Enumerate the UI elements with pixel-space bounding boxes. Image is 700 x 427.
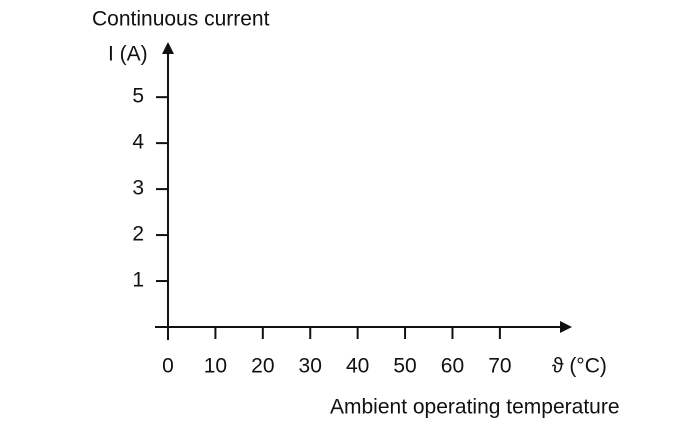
chart-title: Continuous current — [92, 8, 270, 31]
x-tick-label: 70 — [488, 355, 511, 378]
x-tick-label: 40 — [346, 355, 369, 378]
y-tick-label: 4 — [132, 131, 144, 154]
y-axis-label: I (A) — [108, 43, 148, 66]
x-axis-title: Ambient operating temperature — [330, 396, 620, 419]
x-tick-label: 60 — [441, 355, 464, 378]
y-tick-label: 3 — [132, 177, 144, 200]
x-axis-arrow — [560, 321, 572, 333]
x-tick-label: 50 — [393, 355, 416, 378]
y-tick-label: 1 — [132, 269, 144, 292]
y-tick-label: 2 — [132, 223, 144, 246]
x-tick-label: 10 — [204, 355, 227, 378]
x-axis-label: ϑ (°C) — [552, 355, 607, 378]
y-axis-arrow — [162, 42, 174, 54]
y-tick-label: 5 — [132, 85, 144, 108]
x-tick-label: 20 — [251, 355, 274, 378]
x-tick-label: 30 — [299, 355, 322, 378]
x-tick-label: 0 — [162, 355, 174, 378]
